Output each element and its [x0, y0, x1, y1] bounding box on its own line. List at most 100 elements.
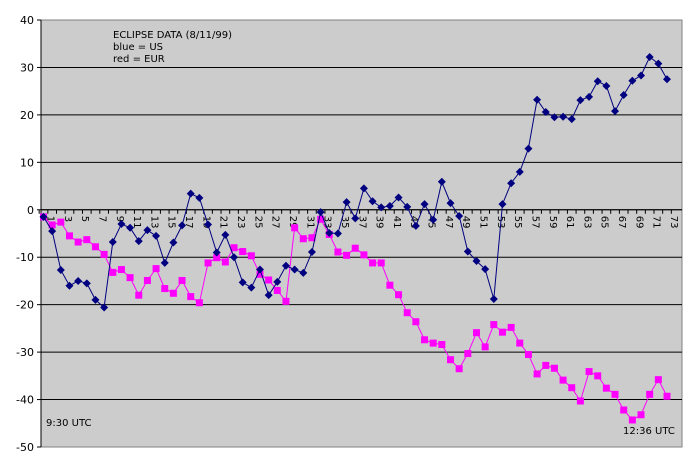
data-point — [654, 59, 663, 68]
data-point — [663, 75, 671, 84]
x-tick-label: 9 — [114, 216, 125, 222]
data-point — [109, 268, 117, 276]
x-tick-label: 49 — [460, 216, 471, 229]
x-tick-label: 27 — [270, 216, 281, 229]
data-point — [447, 356, 455, 364]
data-point — [135, 291, 143, 299]
x-tick-label: 59 — [547, 216, 558, 229]
data-point — [568, 384, 576, 392]
data-point — [39, 212, 48, 221]
data-point — [74, 276, 83, 285]
y-tick-label: 20 — [20, 109, 34, 122]
data-point — [576, 96, 585, 105]
data-point — [161, 285, 169, 293]
data-point — [620, 406, 628, 414]
data-point — [420, 200, 429, 209]
data-point — [187, 293, 195, 301]
data-point — [56, 266, 65, 275]
data-point — [472, 257, 481, 266]
data-point — [247, 252, 255, 260]
x-tick-label: 33 — [322, 216, 333, 229]
start-time-label: 9:30 UTC — [46, 418, 91, 429]
data-point — [542, 361, 550, 369]
x-tick-label: 51 — [477, 216, 488, 229]
data-point — [65, 232, 73, 240]
data-point — [117, 220, 126, 229]
x-tick-label: 67 — [616, 216, 627, 229]
data-point — [368, 197, 377, 206]
data-point — [178, 276, 186, 284]
data-point — [498, 328, 506, 336]
data-point — [654, 376, 662, 384]
x-tick-label: 39 — [374, 216, 385, 229]
data-point — [143, 226, 152, 235]
x-tick-label: 29 — [287, 216, 298, 229]
x-tick-label: 25 — [252, 216, 263, 229]
x-tick-label: 47 — [443, 216, 454, 229]
x-tick-label: 21 — [218, 216, 229, 229]
data-point — [611, 107, 620, 116]
data-point — [429, 215, 438, 224]
data-point — [48, 227, 57, 236]
data-point — [291, 224, 299, 232]
y-tick-label: -10 — [16, 251, 34, 264]
x-tick-label: 41 — [391, 216, 402, 229]
data-point — [437, 177, 446, 186]
data-point — [204, 259, 212, 267]
data-point — [533, 95, 542, 104]
data-point — [585, 368, 593, 376]
data-point — [65, 281, 74, 290]
data-point — [221, 258, 229, 266]
x-tick-label: 15 — [166, 216, 177, 229]
data-point — [342, 198, 351, 207]
data-point — [386, 281, 394, 289]
data-point — [594, 372, 602, 380]
data-point — [57, 218, 65, 226]
x-tick-label: 53 — [495, 216, 506, 229]
data-point — [230, 253, 239, 262]
y-axis: 40 30 20 10 0 -10 -20 -30 -40 -50 — [16, 14, 42, 454]
legend-eur: red = EUR — [113, 54, 165, 65]
data-point — [524, 144, 533, 153]
x-tick-label: 13 — [148, 216, 159, 229]
data-point — [576, 397, 584, 405]
series-layer — [39, 53, 671, 424]
data-point — [628, 76, 637, 85]
data-point — [317, 215, 325, 223]
data-point — [438, 341, 446, 349]
data-point — [455, 365, 463, 373]
data-point — [541, 108, 550, 117]
data-point — [264, 291, 273, 300]
data-point — [490, 321, 498, 329]
data-point — [481, 265, 490, 274]
data-point — [464, 350, 472, 358]
data-point — [126, 223, 135, 232]
x-tick-label: 55 — [512, 216, 523, 229]
data-point — [507, 323, 515, 331]
data-point — [213, 254, 221, 262]
data-point — [394, 193, 403, 202]
data-point — [412, 318, 420, 326]
data-point — [369, 259, 377, 267]
data-point — [455, 211, 464, 220]
x-tick-label: 69 — [633, 216, 644, 229]
x-tick-label: 1 — [45, 216, 56, 222]
x-tick-label: 45 — [426, 216, 437, 229]
x-axis: 1 3 5 7 9 11 13 15 17 19 21 23 25 27 29 31 33 35 37 39 41 43 4… — [38, 209, 682, 229]
data-point — [221, 230, 230, 239]
data-point — [299, 235, 307, 243]
data-point — [117, 266, 125, 274]
x-tick-label: 35 — [339, 216, 350, 229]
data-point — [645, 53, 654, 62]
x-tick-label: 7 — [96, 216, 107, 222]
data-point — [169, 238, 178, 247]
data-point — [212, 248, 221, 257]
data-point — [308, 234, 316, 242]
data-point — [550, 364, 558, 372]
data-point — [377, 203, 386, 212]
y-tick-label: -50 — [16, 441, 34, 454]
x-tick-label: 19 — [200, 216, 211, 229]
x-tick-label: 3 — [62, 216, 73, 222]
x-tick-label: 17 — [183, 216, 194, 229]
